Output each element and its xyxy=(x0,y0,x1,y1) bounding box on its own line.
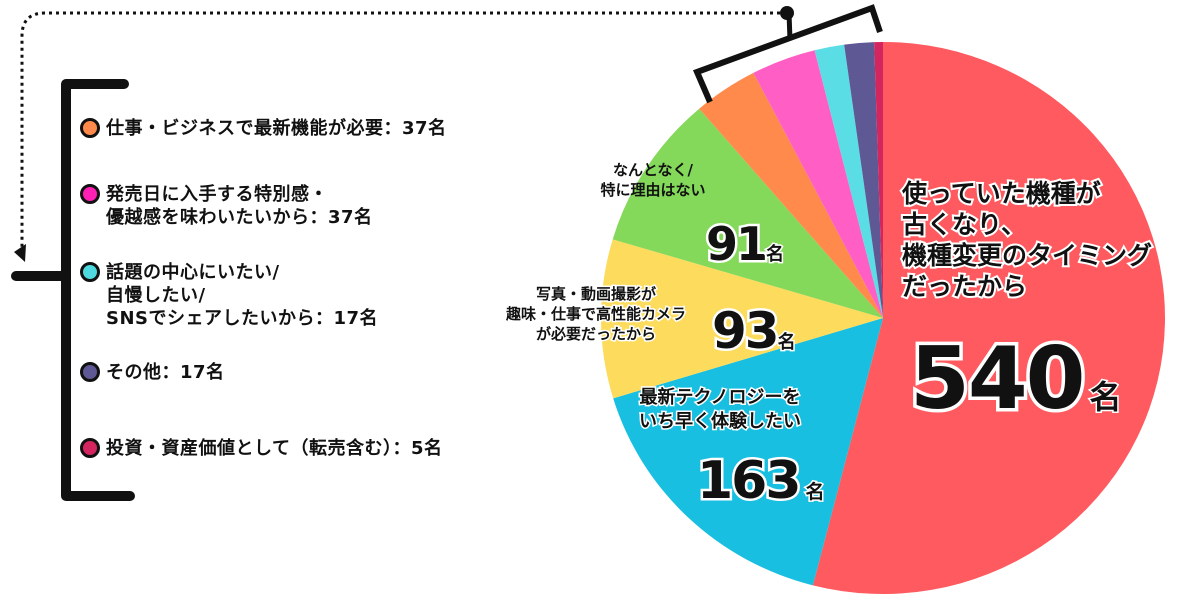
slice-value-yellow: 93名 xyxy=(710,283,798,363)
legend-label: 発売日に入手する特別感・ 優越感を味わいたいから：37名 xyxy=(106,184,373,228)
pie-slice-yellow xyxy=(600,239,883,399)
legend-dot-orange xyxy=(80,118,100,138)
legend-item-sns: 話題の中心にいたい/ 自慢したい/ SNSでシェアしたいから：17名 xyxy=(80,261,378,330)
legend-item-investment: 投資・資産価値として（転売含む）：5名 xyxy=(80,437,442,460)
top-bracket xyxy=(692,4,883,104)
slice-label-yellow: 写真・動画撮影が 趣味・仕事で高性能カメラ が必要だったから xyxy=(504,284,687,345)
legend-label: その他：17名 xyxy=(106,362,225,383)
legend-dot-crimson xyxy=(80,438,100,458)
connector-arrowhead-icon xyxy=(14,244,26,262)
pie-slice-green xyxy=(612,108,883,318)
legend-label: 仕事・ビジネスで最新機能が必要：37名 xyxy=(106,118,447,139)
legend-dot-cyan xyxy=(80,262,100,282)
value-number: 91 xyxy=(703,215,770,274)
value-unit: 名 xyxy=(776,331,797,355)
pie-slices xyxy=(600,42,1165,594)
slice-label-green: なんとなく/ 特に理由はない xyxy=(600,161,706,199)
value-unit: 名 xyxy=(765,243,786,267)
slice-label-blue: 最新テクノロジーを いち早く体験したい xyxy=(638,386,803,434)
legend-item-release-day: 発売日に入手する特別感・ 優越感を味わいたいから：37名 xyxy=(80,183,373,229)
value-unit: 名 xyxy=(1088,377,1123,418)
value-number: 540 xyxy=(907,326,1090,433)
pie-slice-crimson xyxy=(874,42,883,318)
pie-slice-purple xyxy=(844,42,883,318)
legend-item-business: 仕事・ビジネスで最新機能が必要：37名 xyxy=(80,117,447,140)
connector-dot xyxy=(780,6,794,20)
slice-value-green: 91名 xyxy=(703,198,786,274)
legend-label: 投資・資産価値として（転売含む）：5名 xyxy=(106,438,443,459)
legend-dot-purple xyxy=(80,362,100,382)
legend-label: 話題の中心にいたい/ 自慢したい/ SNSでシェアしたいから：17名 xyxy=(106,262,379,329)
legend-item-other: その他：17名 xyxy=(80,361,225,384)
pie-slice-red xyxy=(812,42,1165,594)
slice-value-blue: 163 名 xyxy=(695,432,827,514)
value-number: 93 xyxy=(710,300,783,363)
left-bracket xyxy=(61,79,135,501)
pie-slice-blue xyxy=(613,318,883,586)
slice-value-red: 540 名 xyxy=(907,310,1124,433)
pie-slice-pink xyxy=(753,50,883,319)
slice-label-red: 使っていた機種が 古くなり、 機種変更のタイミング だったから xyxy=(900,177,1154,303)
legend-dot-pink xyxy=(80,184,100,204)
pie-slice-cyan xyxy=(814,44,883,319)
value-number: 163 xyxy=(695,449,805,514)
dotted-connector xyxy=(20,11,780,250)
pie-slice-orange xyxy=(699,72,883,318)
value-unit: 名 xyxy=(804,480,826,505)
